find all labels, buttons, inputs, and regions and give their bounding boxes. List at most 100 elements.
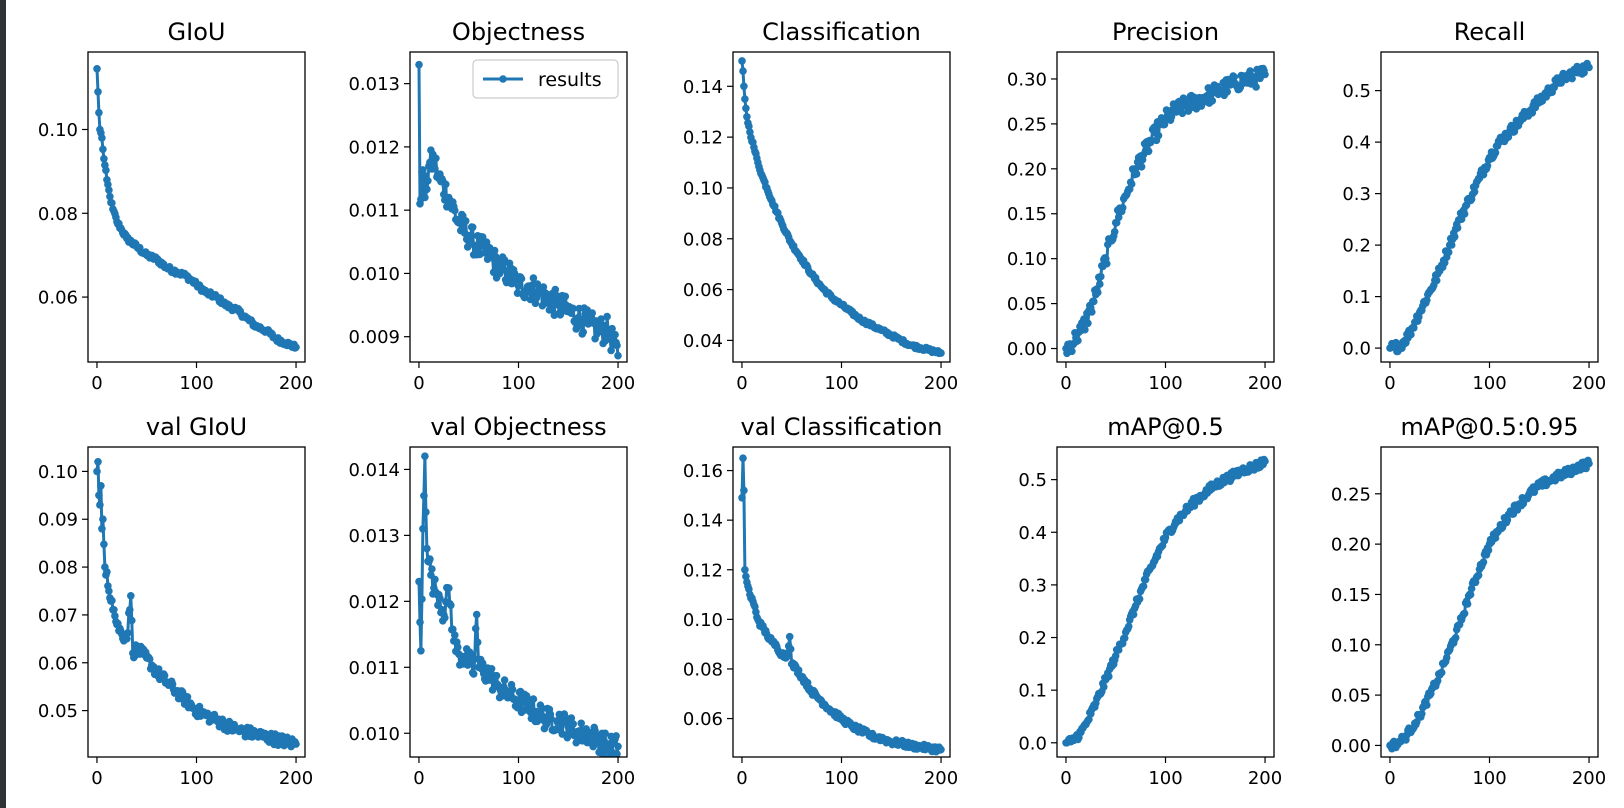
- data-point: [1223, 88, 1231, 96]
- x-tick-label: 100: [824, 373, 858, 394]
- data-point: [454, 643, 462, 651]
- data-point: [1479, 558, 1488, 566]
- data-point: [1466, 590, 1475, 599]
- data-point: [1118, 204, 1127, 212]
- data-point: [1261, 70, 1269, 79]
- data-point: [492, 671, 501, 680]
- data-point: [547, 715, 556, 723]
- data-point: [99, 145, 107, 154]
- y-tick-label: 0.010: [348, 264, 400, 285]
- data-point: [100, 540, 108, 549]
- data-point: [490, 246, 499, 255]
- y-tick-label: 0.1: [1342, 287, 1371, 308]
- data-point: [97, 482, 105, 490]
- legend-label: results: [538, 69, 602, 91]
- data-point: [607, 346, 615, 355]
- data-point: [1444, 248, 1453, 256]
- data-point: [1105, 672, 1113, 681]
- y-tick-label: 0.06: [38, 653, 78, 674]
- subplot-title: Precision: [1112, 18, 1219, 46]
- data-point: [1154, 131, 1163, 140]
- subplot-1: Objectness 0 100 200 0.009 0.010 0.011 0.012 0.0…: [348, 18, 635, 394]
- y-tick-label: 0.009: [348, 327, 400, 348]
- data-point: [1111, 652, 1120, 660]
- data-point: [447, 601, 455, 610]
- data-point: [741, 95, 749, 103]
- data-point: [93, 467, 101, 476]
- y-tick-label: 0.013: [348, 74, 400, 95]
- data-point: [292, 740, 300, 748]
- y-tick-label: 0.5: [1342, 81, 1371, 102]
- y-tick-label: 0.014: [348, 460, 400, 481]
- data-point: [508, 685, 517, 694]
- y-tick-label: 0.00: [1007, 339, 1047, 360]
- data-point: [1460, 609, 1469, 618]
- subplot-2: Classification 0 100 200 0.04 0.06 0.08 0.10 0.1…: [683, 18, 958, 394]
- window-edge-strip: [0, 0, 6, 808]
- data-point: [183, 693, 192, 701]
- data-point: [95, 108, 103, 117]
- subplot-0: GIoU 0 100 200 0.06 0.08 0.10: [38, 18, 313, 394]
- data-point: [451, 206, 459, 215]
- series-line: [95, 460, 298, 749]
- data-point: [111, 612, 119, 620]
- y-tick-label: 0.0: [1018, 733, 1047, 754]
- data-point: [461, 217, 470, 225]
- data-point: [1178, 109, 1187, 118]
- data-point: [424, 177, 432, 185]
- x-tick-label: 200: [1572, 768, 1606, 789]
- subplot-title: Objectness: [452, 18, 585, 46]
- y-tick-label: 0.011: [348, 201, 400, 222]
- data-point: [1585, 459, 1593, 468]
- data-point: [1470, 188, 1479, 196]
- data-point: [1110, 228, 1119, 236]
- data-point: [1451, 633, 1460, 642]
- data-point: [803, 678, 812, 687]
- data-point: [103, 568, 111, 576]
- x-tick-label: 200: [279, 373, 313, 394]
- subplot-9: mAP@0.5:0.95 0 100 200 0.00 0.05 0.10 0.15 0.20 0…: [1331, 413, 1606, 789]
- data-point: [745, 122, 753, 130]
- x-tick-label: 100: [501, 373, 535, 394]
- data-point: [740, 486, 748, 495]
- data-point: [1088, 308, 1096, 316]
- subplot-8: mAP@0.5 0 100 200 0.0 0.1 0.2 0.3 0.4 0.5: [1018, 413, 1282, 789]
- axes-frame: [87, 51, 306, 363]
- subplot-5: val GIoU 0 100 200 0.05 0.06 0.07 0.08 0.09 0.10: [38, 413, 313, 789]
- data-point: [1407, 330, 1415, 339]
- data-point: [1132, 170, 1141, 178]
- data-point: [292, 343, 300, 352]
- data-point: [739, 67, 747, 75]
- data-point: [529, 695, 538, 703]
- x-tick-label: 0: [1384, 768, 1395, 789]
- y-tick-label: 0.04: [683, 331, 723, 352]
- data-point: [1585, 63, 1593, 72]
- data-point: [1137, 163, 1146, 171]
- data-point: [1129, 610, 1138, 619]
- data-point: [1447, 241, 1456, 249]
- data-point: [577, 320, 585, 329]
- data-point: [98, 134, 106, 142]
- data-point: [426, 555, 434, 563]
- data-point: [1197, 102, 1206, 110]
- y-tick-label: 0.013: [348, 526, 400, 547]
- y-tick-label: 0.12: [683, 128, 723, 149]
- x-tick-label: 100: [179, 768, 213, 789]
- subplot-title: GIoU: [168, 18, 226, 46]
- data-point: [529, 274, 538, 282]
- y-tick-label: 0.15: [1331, 585, 1371, 606]
- data-point: [428, 565, 436, 573]
- data-point: [588, 309, 596, 317]
- data-point: [569, 304, 577, 313]
- x-tick-label: 0: [91, 373, 102, 394]
- data-point: [470, 655, 479, 663]
- data-point: [1114, 646, 1123, 654]
- data-point: [1483, 162, 1492, 170]
- y-tick-label: 0.10: [38, 462, 78, 483]
- data-point: [603, 312, 611, 321]
- y-tick-label: 0.08: [683, 659, 723, 680]
- subplot-title: val GIoU: [146, 413, 247, 441]
- data-point: [517, 274, 526, 283]
- data-point: [598, 327, 606, 336]
- data-point: [99, 515, 107, 523]
